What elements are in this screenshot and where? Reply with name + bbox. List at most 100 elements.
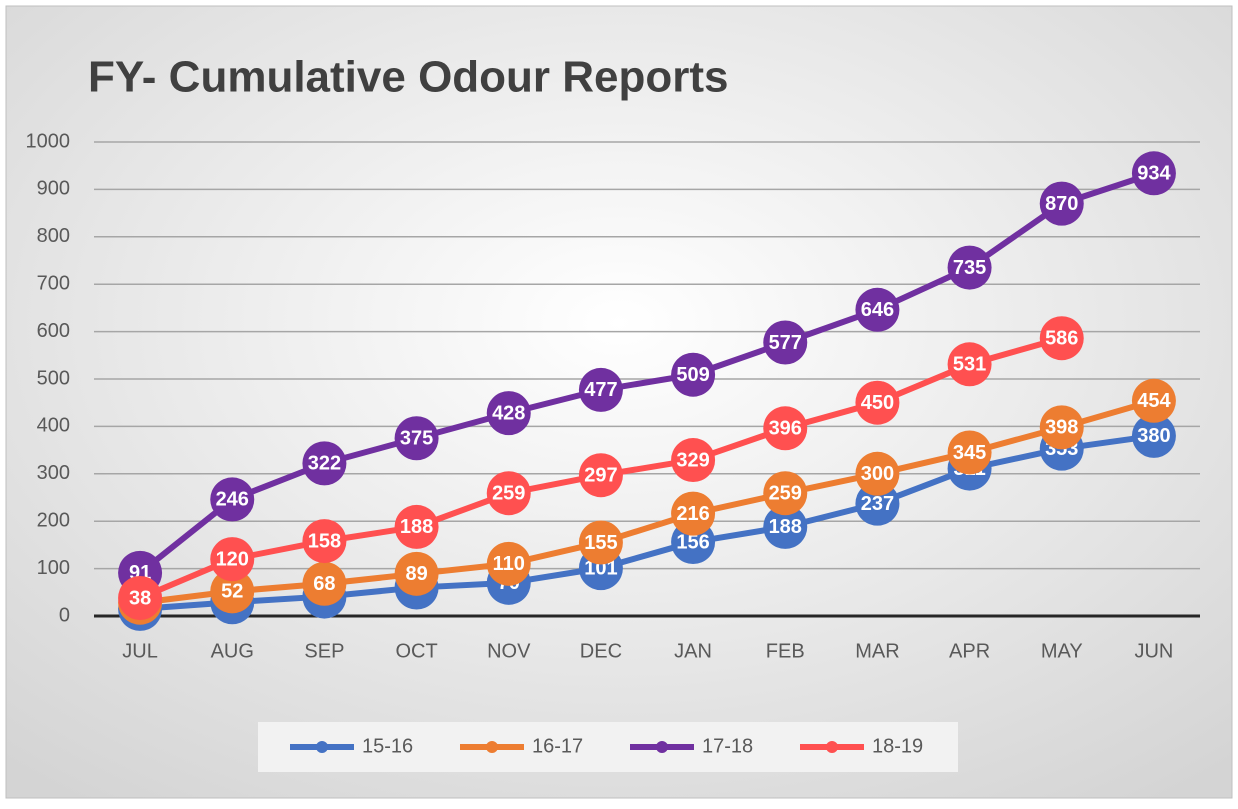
data-point — [763, 504, 808, 549]
legend-marker — [486, 741, 498, 753]
y-tick-label: 200 — [37, 509, 70, 531]
x-tick-label: JUN — [1134, 640, 1173, 662]
data-label: 237 — [861, 493, 894, 515]
data-label: 120 — [216, 548, 249, 570]
chart-title: FY- Cumulative Odour Reports — [88, 53, 729, 102]
data-point — [578, 520, 623, 565]
data-label: 259 — [492, 483, 525, 505]
data-label: 89 — [405, 563, 427, 585]
data-point — [671, 491, 716, 536]
data-label: 375 — [400, 428, 433, 450]
x-tick-label: APR — [949, 640, 990, 662]
data-label: 450 — [861, 392, 894, 414]
x-tick-label: FEB — [766, 640, 805, 662]
x-tick-label: OCT — [395, 640, 437, 662]
data-label: 509 — [676, 364, 709, 386]
x-tick-label: MAY — [1041, 640, 1083, 662]
data-label: 38 — [129, 587, 151, 609]
data-label: 329 — [676, 449, 709, 471]
data-point — [671, 438, 716, 483]
data-point — [1039, 316, 1084, 361]
data-point — [855, 451, 900, 496]
data-label: 396 — [769, 418, 802, 440]
data-label: 380 — [1137, 425, 1170, 447]
data-point — [578, 367, 623, 412]
data-point — [947, 430, 992, 475]
data-point — [947, 342, 992, 387]
y-tick-label: 300 — [37, 462, 70, 484]
x-tick-label: SEP — [304, 640, 344, 662]
data-label: 188 — [769, 516, 802, 538]
data-label: 531 — [953, 354, 986, 376]
data-point — [486, 471, 531, 516]
data-point — [763, 406, 808, 451]
data-point — [486, 391, 531, 436]
data-label: 101 — [584, 557, 617, 579]
data-label: 428 — [492, 402, 525, 424]
x-tick-label: MAR — [855, 640, 899, 662]
data-point — [1131, 378, 1176, 423]
data-point — [486, 541, 531, 586]
data-point — [394, 551, 439, 596]
data-label: 477 — [584, 379, 617, 401]
data-label: 110 — [493, 553, 525, 575]
data-point — [210, 477, 255, 522]
data-label: 155 — [584, 532, 617, 554]
x-tick-label: AUG — [211, 640, 254, 662]
data-label: 216 — [676, 503, 709, 525]
y-tick-label: 1000 — [26, 130, 71, 152]
data-label: 735 — [953, 257, 986, 279]
data-point — [118, 575, 163, 620]
y-tick-label: 100 — [37, 557, 70, 579]
data-label: 646 — [861, 299, 894, 321]
data-label: 577 — [769, 332, 802, 354]
x-tick-label: DEC — [580, 640, 622, 662]
data-label: 297 — [584, 465, 617, 487]
data-label: 300 — [861, 463, 894, 485]
data-point — [210, 537, 255, 582]
data-point — [210, 569, 255, 614]
data-point — [302, 561, 347, 606]
data-label: 345 — [953, 442, 986, 464]
x-tick-label: JUL — [122, 640, 158, 662]
data-point — [855, 287, 900, 332]
legend-label: 17-18 — [702, 735, 753, 757]
data-label: 454 — [1137, 390, 1171, 412]
data-point — [763, 320, 808, 365]
data-point — [1039, 181, 1084, 226]
data-point — [1131, 151, 1176, 196]
data-label: 934 — [1137, 163, 1171, 185]
data-label: 158 — [308, 530, 341, 552]
data-label: 870 — [1045, 193, 1078, 215]
legend-marker — [316, 741, 328, 753]
data-point — [1131, 413, 1176, 458]
data-label: 188 — [400, 516, 433, 538]
data-label: 52 — [221, 581, 243, 603]
legend-label: 16-17 — [532, 735, 583, 757]
data-label: 322 — [308, 453, 341, 475]
y-tick-label: 800 — [37, 225, 70, 247]
y-tick-label: 900 — [37, 178, 70, 200]
data-point — [671, 352, 716, 397]
y-tick-label: 500 — [37, 367, 70, 389]
y-tick-label: 600 — [37, 320, 70, 342]
legend-label: 15-16 — [362, 735, 413, 757]
data-label: 586 — [1045, 328, 1078, 350]
x-tick-label: JAN — [674, 640, 712, 662]
data-point — [394, 504, 439, 549]
data-label: 259 — [769, 483, 802, 505]
y-tick-label: 700 — [37, 272, 70, 294]
data-point — [302, 519, 347, 564]
legend-marker — [826, 741, 838, 753]
y-tick-label: 0 — [59, 604, 70, 626]
data-label: 156 — [676, 531, 709, 553]
legend-marker — [656, 741, 668, 753]
data-point — [947, 245, 992, 290]
data-point — [394, 416, 439, 461]
data-label: 246 — [216, 489, 249, 511]
x-tick-label: NOV — [487, 640, 531, 662]
data-point — [763, 471, 808, 516]
data-point — [578, 453, 623, 498]
data-label: 68 — [313, 573, 335, 595]
